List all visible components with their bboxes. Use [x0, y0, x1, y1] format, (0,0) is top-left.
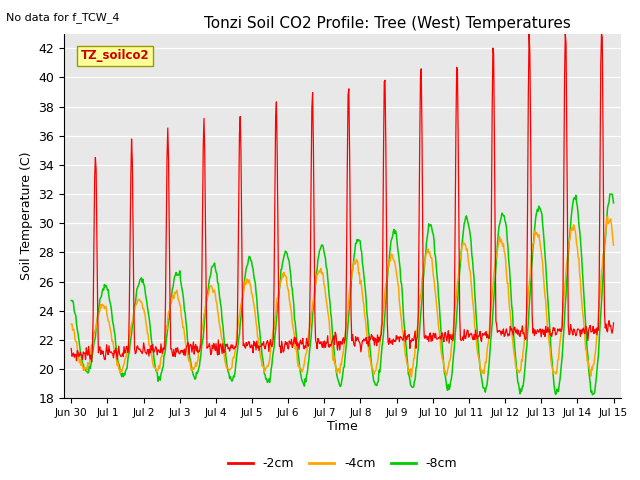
X-axis label: Time: Time — [327, 420, 358, 432]
Title: Tonzi Soil CO2 Profile: Tree (West) Temperatures: Tonzi Soil CO2 Profile: Tree (West) Temp… — [204, 16, 570, 31]
Text: No data for f_TCW_4: No data for f_TCW_4 — [6, 12, 120, 23]
Text: TZ_soilco2: TZ_soilco2 — [81, 49, 149, 62]
Y-axis label: Soil Temperature (C): Soil Temperature (C) — [20, 152, 33, 280]
Legend: -2cm, -4cm, -8cm: -2cm, -4cm, -8cm — [223, 452, 462, 475]
